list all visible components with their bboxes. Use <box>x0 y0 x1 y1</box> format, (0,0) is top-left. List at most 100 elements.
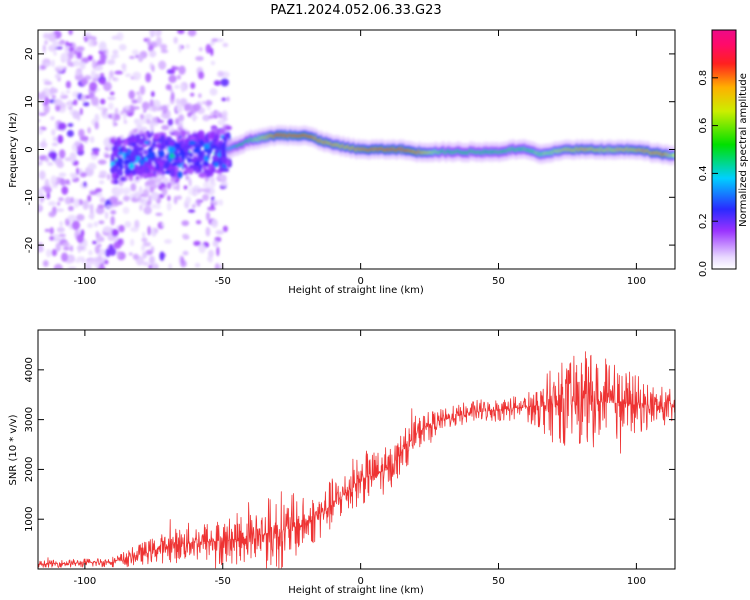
spectrogram-cell <box>205 226 211 237</box>
spectrogram-cell <box>123 187 131 195</box>
spectrogram-cell <box>216 134 220 140</box>
snr-x-ticks: -100 -50 0 50 100 <box>74 330 646 587</box>
spectrogram-cell <box>118 224 125 233</box>
spectrogram-cell <box>109 137 116 145</box>
spectrogram-cell <box>77 244 81 254</box>
spectrogram-cell <box>91 96 99 107</box>
snr-y-ticks: 1000 2000 3000 4000 <box>24 357 675 532</box>
spectrogram-image <box>38 30 675 269</box>
spectrogram-cell <box>155 119 165 124</box>
spectrogram-cell <box>60 91 65 97</box>
spectrogram-cell <box>89 81 98 92</box>
spectrogram-cell <box>44 228 50 232</box>
spectrogram-cell <box>73 49 77 55</box>
spectrogram-cell <box>161 222 165 227</box>
spectrogram-cell <box>210 60 216 66</box>
spectrogram-cell <box>109 195 119 205</box>
y-tick-label: -10 <box>24 189 35 205</box>
spectrogram-cell <box>214 152 218 156</box>
spectrogram-cell <box>56 227 65 233</box>
spectrogram-cell <box>92 240 97 245</box>
spectrogram-cell <box>195 156 200 161</box>
spectrogram-cell <box>114 70 124 75</box>
spectrogram-cell <box>52 38 59 49</box>
spectrogram-cell <box>93 149 99 156</box>
spectrogram-cell <box>128 104 136 113</box>
spectrogram-cell <box>172 186 180 190</box>
spectrogram-cell <box>100 236 105 242</box>
spectrogram-cell <box>160 43 168 51</box>
spectrogram-cell <box>70 196 75 204</box>
spectrogram-cell <box>217 175 225 180</box>
spectrogram-cell <box>195 220 202 225</box>
spectrogram-cell <box>210 47 214 57</box>
spectrogram-cell <box>187 156 191 164</box>
spectrogram-cell <box>100 98 106 105</box>
spectrogram-cell <box>47 162 54 166</box>
spectrogram-cell <box>174 117 180 125</box>
spectrogram-cell <box>61 252 69 262</box>
spectrogram-cell <box>74 140 81 147</box>
spectrogram-cell <box>42 260 49 267</box>
spectrogram-cell <box>47 201 57 206</box>
spectrogram-cell <box>82 101 90 107</box>
spectrogram-cell <box>87 162 97 170</box>
colorbar-gradient <box>711 29 737 270</box>
y-tick-label: 1000 <box>24 506 35 531</box>
spectrogram-cell <box>42 78 50 82</box>
y-tick-label: -20 <box>24 237 35 253</box>
spectrogram-cell <box>187 30 197 37</box>
spectrogram-cell <box>145 249 153 255</box>
spectrogram-cell <box>207 206 216 211</box>
spectrogram-y-ticks: -20 -10 0 10 20 <box>24 48 675 253</box>
spectrogram-cell <box>138 146 142 152</box>
spectrogram-cell <box>123 195 130 202</box>
spectrogram-cell <box>116 250 120 259</box>
spectrogram-cell <box>184 164 188 169</box>
spectrogram-cell <box>220 78 229 87</box>
spectrogram-cell <box>146 37 151 46</box>
spectrogram-cell <box>80 77 88 86</box>
spectrogram-cell <box>53 51 57 56</box>
spectrogram-cell <box>108 102 114 110</box>
spectrogram-cell <box>193 191 200 195</box>
spectrogram-cell <box>166 110 171 119</box>
spectrogram-cell <box>107 96 116 101</box>
spectrogram-cell <box>38 109 41 114</box>
spectrogram-cell <box>222 117 228 122</box>
spectrogram-cell <box>165 84 172 91</box>
spectrogram-cell <box>176 74 181 80</box>
colorbar: 0.0 0.2 0.4 0.6 0.8 Normalized spectral ampl… <box>698 29 749 277</box>
spectrogram-cell <box>128 90 136 100</box>
spectrogram-cell <box>192 103 201 112</box>
spectrogram-cell <box>43 81 53 85</box>
spectrogram-cell <box>137 53 144 63</box>
spectrogram-cell <box>226 160 230 166</box>
spectrogram-cell <box>47 32 56 42</box>
spectrogram-cell <box>111 164 119 173</box>
spectrogram-cell <box>86 258 96 266</box>
spectrogram-cell <box>79 172 87 178</box>
spectrogram-cell <box>159 134 166 143</box>
spectrogram-cell <box>140 244 146 252</box>
spectrogram-cell <box>183 185 188 190</box>
spectrogram-cell <box>59 220 63 227</box>
spectrogram-cell <box>146 118 151 125</box>
spectrogram-cell <box>58 233 66 238</box>
spectrogram-cell <box>145 72 152 83</box>
spectrogram-cell <box>222 136 226 140</box>
spectrogram-cell <box>97 159 107 165</box>
spectrogram-cell <box>132 128 138 134</box>
spectrogram-cell <box>217 160 224 165</box>
spectrogram-cell <box>206 106 211 111</box>
spectrogram-cell <box>142 241 152 247</box>
spectrogram-cell <box>224 168 230 172</box>
spectrogram-cell <box>91 59 97 70</box>
spectrogram-cell <box>182 250 189 256</box>
spectrogram-cell <box>194 262 201 268</box>
spectrogram-cell <box>88 249 93 256</box>
spectrogram-cell <box>190 92 195 97</box>
spectrogram-cell <box>55 103 61 112</box>
spectrogram-cell <box>148 44 154 52</box>
